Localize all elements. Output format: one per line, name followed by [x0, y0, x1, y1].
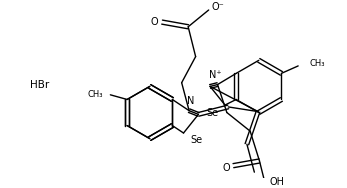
Text: Se: Se [206, 108, 218, 118]
Text: N: N [187, 96, 195, 106]
Text: OH: OH [270, 177, 285, 187]
Text: Se: Se [191, 136, 203, 146]
Text: O⁻: O⁻ [212, 2, 225, 12]
Text: CH₃: CH₃ [309, 59, 325, 68]
Text: N⁺: N⁺ [209, 70, 222, 80]
Text: O: O [151, 17, 159, 27]
Text: HBr: HBr [31, 80, 50, 89]
Text: CH₃: CH₃ [87, 90, 103, 99]
Text: O: O [222, 162, 230, 173]
